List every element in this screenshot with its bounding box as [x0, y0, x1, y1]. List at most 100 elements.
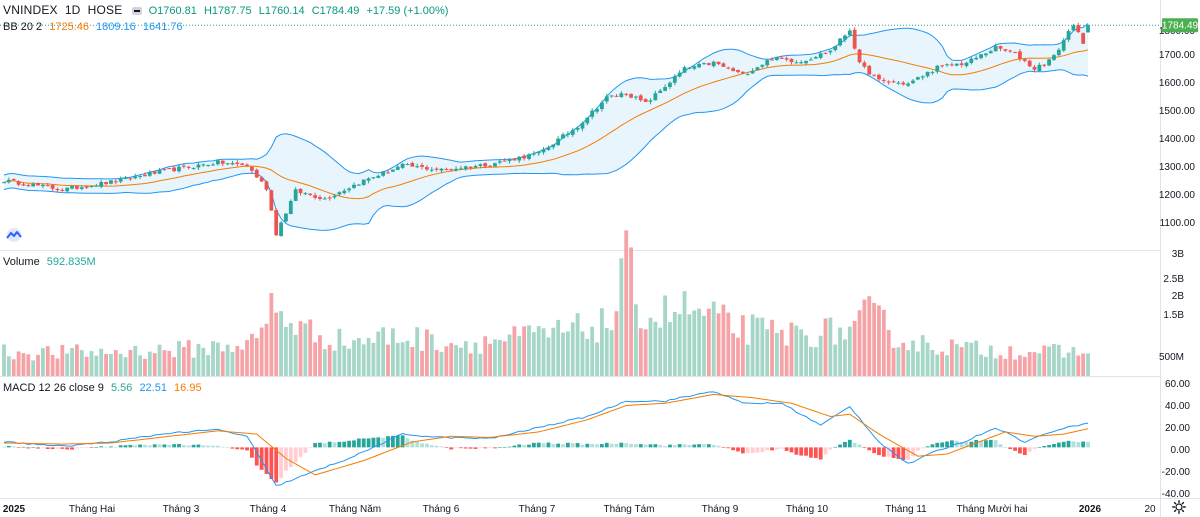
candle: [322, 196, 327, 200]
candle: [551, 144, 556, 150]
volume-bar: [1076, 355, 1081, 376]
volume-bar: [274, 312, 279, 376]
volume-bar: [668, 322, 672, 376]
candle: [794, 60, 799, 64]
volume-bar: [118, 353, 123, 376]
volume-bar: [395, 343, 400, 376]
volume-bar: [240, 349, 245, 376]
macd-histogram-bar: [366, 438, 371, 448]
volume-legend[interactable]: Volume 592.835M: [3, 256, 100, 268]
volume-bar: [181, 347, 186, 376]
volume-bar: [624, 230, 629, 376]
candle-body: [911, 80, 915, 84]
volume-bar: [799, 329, 804, 376]
candle: [235, 160, 240, 167]
candle: [371, 176, 376, 180]
volume-bar: [716, 313, 721, 376]
time-axis-label: Tháng Năm: [329, 504, 381, 515]
candle: [809, 57, 813, 61]
candle-body: [1081, 33, 1086, 44]
volume-bar: [813, 347, 818, 376]
macd-histogram-bar: [1066, 440, 1071, 448]
candle-body: [1047, 59, 1052, 66]
candle-body: [677, 72, 682, 77]
macd-histogram-bar: [332, 442, 337, 448]
macd-histogram-bar: [415, 441, 420, 448]
volume-bar: [585, 338, 590, 376]
collapse-icon[interactable]: [131, 7, 142, 16]
candle: [177, 164, 181, 173]
tradingview-logo-icon[interactable]: [4, 228, 24, 242]
candle-body: [133, 176, 138, 179]
macd-axis-tick: -20.00: [1162, 467, 1191, 478]
candle: [45, 182, 50, 187]
candle-body: [925, 71, 930, 77]
volume-bar: [444, 346, 449, 376]
candle: [1027, 59, 1032, 68]
volume-bar: [736, 337, 740, 376]
axes: 1800.001700.001600.001500.001400.001300.…: [3, 18, 1199, 515]
macd-histogram-bar: [201, 445, 206, 448]
macd-histogram-bar: [439, 446, 444, 448]
macd-histogram-bar: [225, 447, 230, 448]
macd-histogram-bar: [541, 443, 546, 448]
volume-bar: [551, 327, 556, 376]
interval-label[interactable]: 1D: [64, 3, 81, 17]
volume-bar: [750, 314, 755, 376]
candle: [390, 169, 395, 172]
candle-body: [580, 123, 585, 129]
macd-histogram-bar: [454, 447, 458, 449]
volume-bar: [376, 331, 381, 376]
candle: [454, 166, 458, 172]
volume-pane[interactable]: [2, 230, 1090, 376]
candle-body: [152, 171, 157, 174]
macd-histogram-bar: [993, 440, 998, 448]
candle-body: [361, 179, 366, 185]
candle-body: [186, 166, 191, 168]
candle-body: [964, 62, 969, 67]
candle: [692, 65, 697, 71]
candle-body: [556, 138, 561, 146]
price-pane[interactable]: [0, 22, 1160, 237]
bb-legend[interactable]: BB 20 2 1725.46 1809.16 1641.76: [3, 21, 187, 33]
candle-body: [502, 160, 507, 162]
candle-body: [454, 168, 458, 171]
volume-bar: [891, 347, 896, 376]
candle-body: [274, 210, 279, 236]
macd-histogram-bar: [390, 435, 395, 448]
candle-body: [833, 46, 838, 51]
candle: [356, 184, 361, 187]
volume-bar: [55, 358, 60, 376]
candle: [274, 208, 279, 237]
candle: [284, 212, 288, 223]
volume-bar: [857, 310, 862, 376]
candle: [677, 70, 682, 78]
macd-histogram-bar: [186, 445, 191, 448]
candle-body: [658, 90, 663, 94]
volume-bar: [288, 323, 293, 376]
candle: [736, 69, 740, 74]
candle-body: [488, 165, 492, 167]
macd-line-value: 22.51: [139, 382, 167, 394]
macd-legend[interactable]: MACD 12 26 close 9 5.56 22.51 16.95: [3, 382, 206, 394]
exchange-label[interactable]: HOSE: [87, 3, 123, 17]
volume-bar: [361, 344, 366, 376]
volume-bar: [945, 355, 949, 376]
candle: [590, 108, 595, 120]
settings-gear-icon[interactable]: [1172, 500, 1186, 514]
macd-histogram-bar: [386, 436, 390, 448]
volume-bar: [206, 355, 211, 376]
last-price-badge[interactable]: 1784.49: [1162, 18, 1199, 33]
macd-axis-tick: 0.00: [1171, 445, 1191, 456]
volume-bar: [546, 337, 551, 376]
symbol-name[interactable]: VNINDEX: [3, 3, 58, 17]
macd-histogram-bar: [702, 444, 706, 448]
candle-body: [595, 109, 599, 112]
candle: [26, 183, 31, 187]
volume-bar: [313, 342, 318, 376]
candle: [225, 162, 230, 166]
candle-body: [765, 60, 770, 66]
volume-bar: [420, 350, 424, 376]
macd-pane[interactable]: [2, 391, 1090, 486]
